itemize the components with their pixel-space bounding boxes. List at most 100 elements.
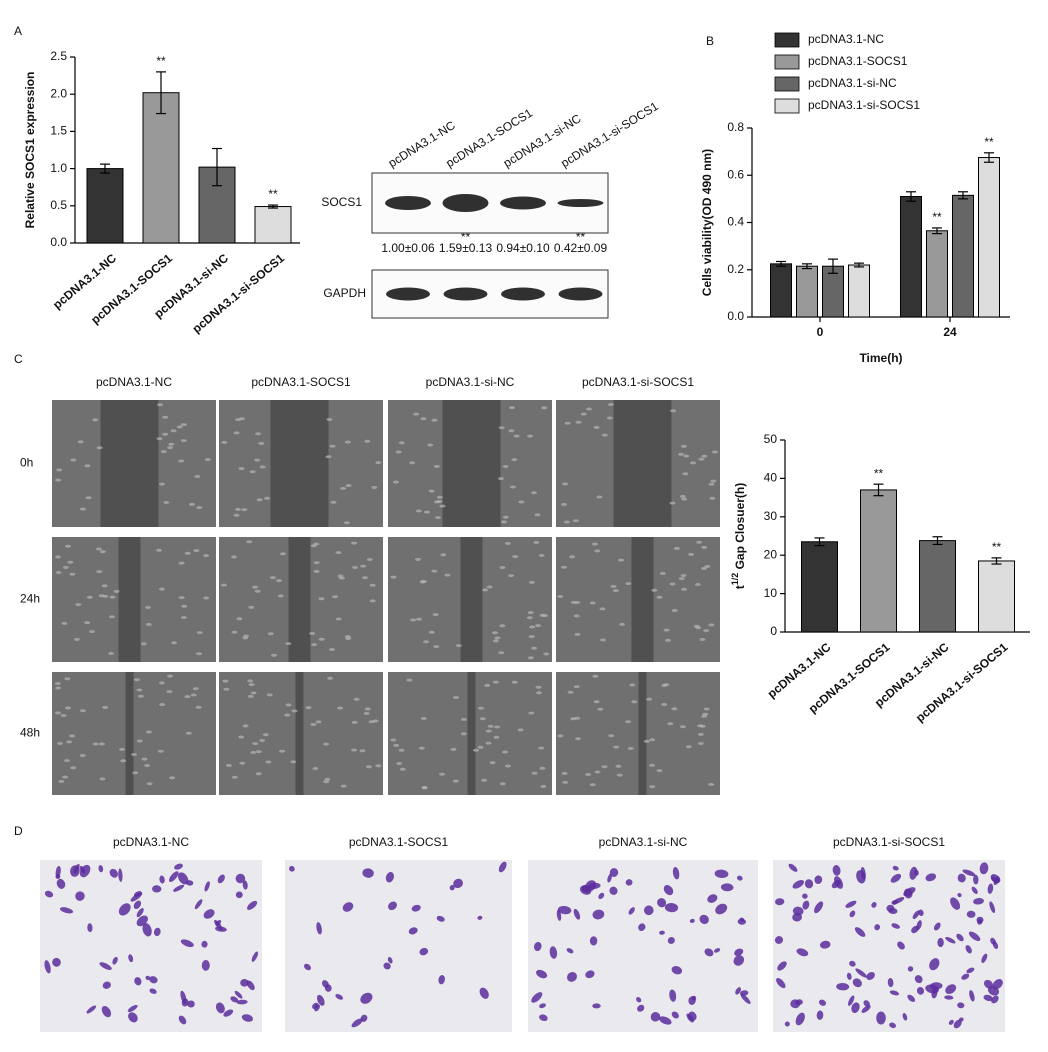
cell <box>362 576 368 580</box>
stained-cell <box>567 971 577 982</box>
y-tick-label: 0.4 <box>727 215 744 229</box>
cell <box>241 508 248 512</box>
y-axis-label: Relative SOCS1 expression <box>23 72 37 229</box>
cell <box>101 584 108 588</box>
cell <box>485 729 492 733</box>
cell <box>266 693 273 697</box>
stained-cell <box>931 986 938 999</box>
stained-cell <box>953 1019 962 1029</box>
cell <box>158 681 165 685</box>
cell <box>646 697 653 701</box>
cell <box>98 594 105 598</box>
stained-cell <box>411 904 421 912</box>
cell <box>589 783 596 787</box>
cell <box>345 484 352 488</box>
cell <box>133 678 140 682</box>
cell <box>220 583 227 587</box>
stained-cell <box>180 939 194 948</box>
error-bar <box>100 163 110 174</box>
cell <box>597 707 604 711</box>
cell <box>570 717 577 721</box>
cell <box>279 749 286 753</box>
stained-cell <box>128 954 134 963</box>
cell <box>627 747 634 750</box>
cell <box>600 638 606 642</box>
stained-cell <box>194 899 203 910</box>
cell <box>580 412 587 416</box>
cell <box>167 674 174 678</box>
stained-cell <box>715 903 728 915</box>
cell <box>649 763 656 767</box>
y-tick-label: 0.0 <box>727 309 744 323</box>
cell <box>542 614 548 617</box>
cell <box>481 778 488 782</box>
cell <box>284 713 291 717</box>
cell <box>176 425 183 429</box>
cell <box>492 631 498 635</box>
cell <box>180 439 187 443</box>
cell <box>433 645 440 649</box>
cell <box>589 601 596 605</box>
cell <box>239 417 245 421</box>
cell <box>649 785 656 789</box>
cell <box>702 712 709 716</box>
stained-cell <box>874 924 881 931</box>
blot-lane-label: pcDNA3.1-si-SOCS1 <box>558 99 661 170</box>
stained-cell <box>479 987 489 999</box>
cell <box>431 569 438 573</box>
error-bar <box>873 483 884 497</box>
stained-cell <box>958 1017 964 1022</box>
cell <box>452 779 459 783</box>
cell <box>529 625 536 629</box>
cell <box>364 439 371 443</box>
cell <box>271 653 277 657</box>
cell <box>575 737 581 741</box>
cell <box>531 771 538 775</box>
stained-cell <box>976 916 984 924</box>
cell <box>119 747 126 751</box>
cell <box>335 551 342 555</box>
stained-cell <box>235 873 246 884</box>
stained-cell <box>788 863 798 872</box>
stained-cell <box>903 887 916 897</box>
cell <box>618 558 624 562</box>
cell <box>169 776 176 780</box>
stained-cell <box>792 906 804 916</box>
blot-quantification: 0.94±0.10 <box>496 241 550 255</box>
cell <box>326 418 333 421</box>
stained-cell <box>669 989 677 1002</box>
error-bar <box>814 537 825 547</box>
cell <box>484 683 491 687</box>
stained-cell <box>217 874 225 884</box>
stained-cell <box>133 900 142 910</box>
stained-cell <box>215 1002 225 1014</box>
stained-cell <box>102 981 111 989</box>
stained-cell <box>98 865 104 873</box>
cell <box>365 765 372 769</box>
stained-cell <box>204 881 210 892</box>
cell <box>323 780 330 784</box>
cell <box>601 433 608 437</box>
cell <box>66 740 73 744</box>
cell <box>625 582 632 586</box>
stained-cell <box>659 930 665 935</box>
stained-cell <box>795 1012 805 1026</box>
cell <box>375 461 382 465</box>
stained-cell <box>892 865 899 871</box>
column-label: pcDNA3.1-NC <box>113 835 189 849</box>
cell <box>222 679 229 683</box>
cell <box>406 678 413 682</box>
cell <box>390 738 397 742</box>
cell <box>415 509 422 513</box>
cell <box>372 719 379 723</box>
significance: ** <box>932 210 942 224</box>
cell <box>649 738 656 742</box>
stained-cell <box>385 871 394 883</box>
significance: ** <box>984 135 994 149</box>
panel-label: B <box>706 34 714 48</box>
cell <box>528 711 535 715</box>
stained-cell <box>907 994 916 1002</box>
row-label: 0h <box>20 456 33 470</box>
cell <box>527 611 534 615</box>
cell <box>95 547 102 551</box>
